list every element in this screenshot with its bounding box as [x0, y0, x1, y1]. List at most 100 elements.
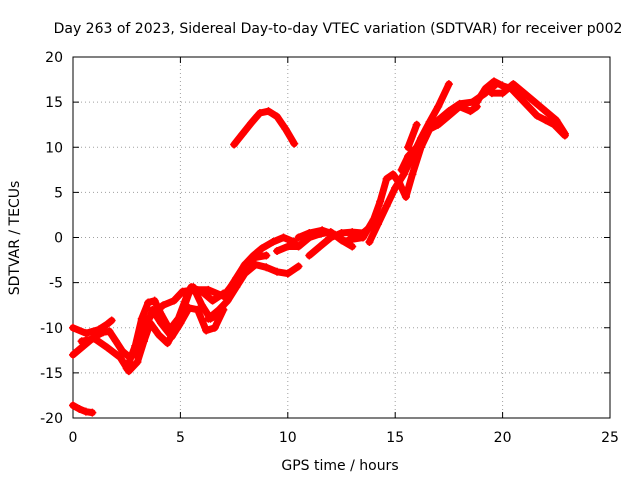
data-point-marker [466, 107, 475, 116]
data-point-marker [75, 404, 84, 413]
data-point-marker [238, 129, 247, 138]
y-tick-label: 0 [54, 231, 63, 247]
series-line-s10 [230, 107, 298, 148]
data-point-marker [202, 326, 211, 335]
data-point-marker [223, 296, 232, 305]
data-point-marker [294, 233, 303, 242]
data-point-marker [524, 102, 533, 111]
data-point-marker [148, 310, 157, 319]
data-point-marker [382, 201, 391, 210]
data-point-marker [515, 93, 524, 102]
x-tick-label: 10 [279, 430, 297, 446]
data-point-marker [69, 323, 77, 332]
y-tick-label: -15 [40, 366, 63, 382]
data-point-marker [223, 287, 232, 296]
y-tick-label: -5 [49, 276, 63, 292]
data-point-marker [412, 120, 421, 129]
data-point-marker [281, 125, 290, 134]
data-point-marker [294, 262, 303, 271]
series-line-s8 [204, 261, 302, 323]
data-point-marker [204, 285, 213, 294]
data-point-marker [374, 219, 383, 228]
chart-title: Day 263 of 2023, Sidereal Day-to-day VTE… [54, 21, 623, 37]
data-point-marker [318, 226, 327, 235]
data-point-marker [358, 233, 367, 242]
data-point-marker [69, 350, 77, 359]
y-tick-label: -10 [40, 321, 63, 337]
data-point-marker [105, 327, 114, 336]
data-point-marker [401, 192, 410, 201]
data-point-marker [251, 260, 260, 269]
data-point-marker [232, 274, 241, 283]
data-point-marker [77, 337, 86, 346]
x-tick-labels: 0 5 10 15 20 25 [69, 430, 619, 446]
data-point-marker [139, 319, 148, 328]
data-point-marker [294, 242, 303, 251]
data-point-marker [249, 251, 258, 260]
data-point-marker [279, 233, 288, 242]
x-axis-label: GPS time / hours [281, 458, 398, 474]
y-tick-label: 20 [45, 50, 63, 66]
data-point-marker [472, 98, 481, 107]
data-point-marker [167, 332, 176, 341]
data-point-marker [103, 320, 112, 329]
data-point-marker [283, 269, 292, 278]
data-point-marker [348, 242, 357, 251]
data-point-marker [262, 263, 271, 272]
x-tick-label: 25 [601, 430, 619, 446]
data-point-marker [273, 247, 282, 256]
data-point-marker [552, 116, 561, 125]
data-point-marker [412, 143, 421, 152]
y-tick-label: -20 [40, 411, 63, 427]
data-point-marker [169, 296, 178, 305]
data-point-marker [389, 170, 398, 179]
data-point-marker [560, 129, 569, 138]
data-point-marker [404, 152, 413, 161]
data-point-marker [444, 80, 453, 89]
data-point-marker [273, 267, 282, 276]
data-point-marker [204, 314, 213, 323]
data-point-marker [408, 170, 417, 179]
data-point-marker [247, 118, 256, 127]
data-point-marker [94, 325, 103, 334]
data-point-marker [541, 116, 550, 125]
data-point-marker [326, 233, 335, 242]
data-point-marker [305, 251, 314, 260]
data-point-marker [81, 329, 90, 338]
x-tick-label: 15 [386, 430, 404, 446]
data-point-marker [159, 301, 168, 310]
data-point-marker [118, 347, 127, 356]
y-tick-label: 10 [45, 140, 63, 156]
data-point-marker [434, 116, 443, 125]
data-point-marker [178, 287, 187, 296]
data-point-marker [103, 343, 112, 352]
data-point-marker [490, 77, 499, 86]
data-point-marker [230, 140, 239, 149]
data-point-marker [157, 319, 166, 328]
data-point-marker [283, 242, 292, 251]
data-point-marker [290, 139, 299, 148]
data-point-marker [122, 364, 131, 373]
data-point-marker [197, 301, 206, 310]
data-point-marker [273, 112, 282, 121]
data-point-marker [423, 125, 432, 134]
data-point-marker [258, 244, 267, 253]
data-point-marker [455, 99, 464, 108]
data-point-marker [348, 228, 357, 237]
series-line-s19 [488, 80, 569, 138]
y-tick-labels: -20 -15 -10 -5 0 5 10 15 20 [40, 50, 63, 427]
data-point-marker [397, 165, 406, 174]
data-point-marker [348, 235, 357, 244]
series-line-s15 [365, 80, 453, 246]
data-point-marker [116, 353, 125, 362]
data-point-marker [88, 408, 97, 417]
data-point-marker [210, 323, 219, 332]
x-tick-label: 20 [494, 430, 512, 446]
data-point-marker [444, 107, 453, 116]
data-series [69, 77, 569, 417]
series-line-s17 [404, 121, 421, 151]
data-point-marker [365, 238, 374, 247]
data-point-marker [391, 183, 400, 192]
data-point-marker [163, 339, 172, 348]
